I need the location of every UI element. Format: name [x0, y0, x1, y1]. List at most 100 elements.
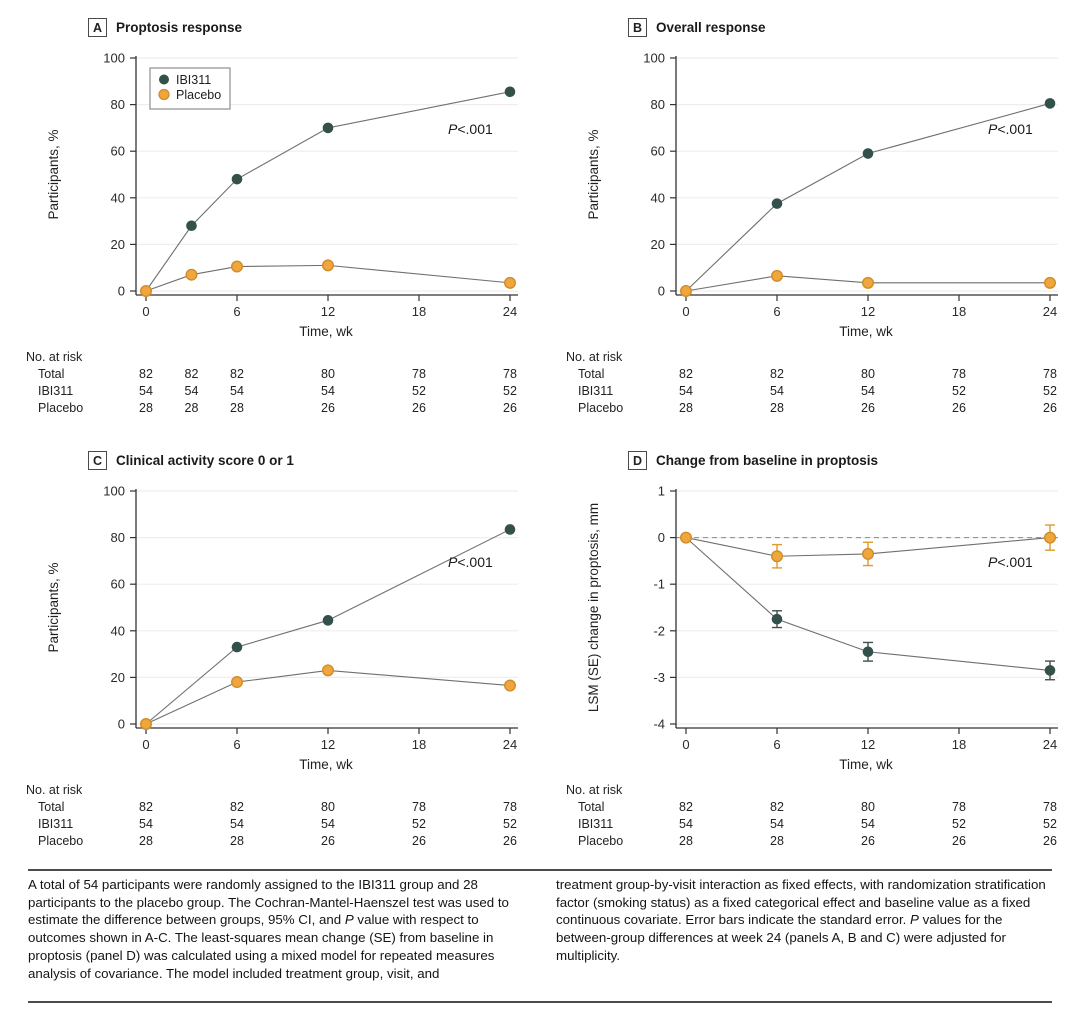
chart-clinical-activity-score: 0 20 40 60 80 100 0 6 12 18 24 Participants, % Time,…	[46, 484, 518, 772]
risk-value: 54	[861, 384, 875, 398]
risk-value: 26	[321, 834, 335, 848]
risk-value: 52	[952, 817, 966, 831]
y-axis-label: LSM (SE) change in proptosis, mm	[586, 503, 601, 712]
y-tick-label: 60	[111, 144, 125, 159]
x-tick-label: 18	[412, 304, 426, 319]
x-axis-label: Time, wk	[839, 757, 893, 772]
panel-c-letter: C	[88, 451, 107, 470]
y-tick-label: 0	[118, 284, 125, 299]
risk-value: 28	[139, 834, 153, 848]
caption-right-text-cont: values for the between-group differences…	[556, 912, 1006, 963]
panel-a-letter: A	[88, 18, 107, 37]
risk-value: 78	[952, 367, 966, 381]
y-tick-label: 1	[658, 484, 665, 499]
y-axis-label: Participants, %	[46, 129, 61, 219]
panel-b-letter: B	[628, 18, 647, 37]
y-tick-label: 0	[118, 717, 125, 732]
risk-table-header: No. at risk	[566, 350, 623, 364]
x-tick-label: 0	[142, 737, 149, 752]
panel-a-title: Proptosis response	[116, 20, 243, 35]
panel-c-clinical-activity-score: C Clinical activity score 0 or 1 0 20 40 60…	[0, 443, 540, 871]
risk-table-header: No. at risk	[566, 783, 623, 797]
y-tick-label: 40	[651, 190, 665, 205]
x-tick-label: 0	[682, 737, 689, 752]
y-tick-label: 20	[651, 237, 665, 252]
risk-value: 54	[184, 384, 199, 398]
series-line-placebo	[145, 669, 511, 725]
risk-value: 52	[412, 384, 426, 398]
caption-left-italic-p: P	[344, 912, 354, 928]
x-axis-label: Time, wk	[299, 324, 353, 339]
y-tick-label: 20	[111, 237, 125, 252]
risk-value: 78	[1043, 800, 1057, 814]
series-line-ibi311	[685, 537, 1051, 671]
caption-left-text-cont: value with respect to outcomes shown in …	[28, 912, 495, 981]
x-tick-label: 12	[861, 304, 875, 319]
x-tick-label: 0	[142, 304, 149, 319]
data-point-placebo	[679, 531, 692, 544]
risk-value: 78	[412, 367, 426, 381]
risk-value: 26	[861, 401, 875, 415]
risk-table-c: No. at risk Total 82 82 80 78 78 IBI311 54 54 54 52…	[0, 783, 540, 869]
risk-value: 26	[952, 401, 966, 415]
risk-row-label: Total	[38, 367, 65, 381]
risk-value: 54	[321, 817, 335, 831]
risk-value: 52	[1043, 817, 1057, 831]
risk-row-label: Placebo	[578, 834, 624, 848]
risk-value: 26	[503, 834, 517, 848]
risk-row-label: IBI311	[38, 817, 74, 831]
risk-row-label: Placebo	[38, 834, 84, 848]
risk-value: 54	[770, 384, 784, 398]
caption-left-column: A total of 54 participants were randomly…	[28, 876, 522, 982]
risk-value: 80	[861, 800, 875, 814]
data-point-ibi311	[771, 198, 783, 209]
risk-value: 52	[1043, 384, 1057, 398]
panel-c-title: Clinical activity score 0 or 1	[116, 453, 294, 468]
panel-a-header: A Proptosis response	[88, 18, 242, 37]
caption-right-italic-p: P	[910, 912, 919, 928]
data-point-placebo	[504, 679, 517, 692]
x-tick-label: 12	[321, 737, 335, 752]
series-line-placebo	[685, 537, 1051, 557]
risk-value: 80	[321, 367, 335, 381]
risk-value: 80	[321, 800, 335, 814]
legend-label-placebo: Placebo	[176, 88, 221, 102]
panel-d-letter: D	[628, 451, 647, 470]
data-point-ibi311	[231, 641, 243, 653]
x-axis-label: Time, wk	[839, 324, 893, 339]
x-tick-label: 12	[861, 737, 875, 752]
y-tick-label: 0	[658, 284, 665, 299]
risk-value: 80	[861, 367, 875, 381]
x-tick-label: 24	[503, 737, 517, 752]
y-tick-label: -1	[653, 577, 665, 592]
risk-value: 54	[230, 817, 244, 831]
chart-change-in-proptosis: 1 0 -1 -2 -3 -4 0 6 12 18 24 LSM (SE) change in pro…	[586, 484, 1058, 772]
risk-table-header: No. at risk	[26, 350, 83, 364]
risk-value: 28	[679, 401, 693, 415]
panel-b-title: Overall response	[656, 20, 766, 35]
legend-label-ibi311: IBI311	[176, 73, 211, 87]
risk-value: 54	[139, 817, 153, 831]
risk-value: 26	[952, 834, 966, 848]
data-point-placebo	[1044, 531, 1057, 544]
series-line-placebo	[685, 275, 1050, 292]
risk-row-label: IBI311	[578, 817, 614, 831]
data-point-placebo	[1044, 276, 1057, 289]
caption-right-text: treatment group-by-visit interaction as …	[556, 877, 1046, 928]
risk-value: 26	[321, 401, 335, 415]
risk-row-label: Total	[578, 367, 605, 381]
risk-value: 54	[321, 384, 335, 398]
p-value-annotation: P<.001	[448, 121, 493, 137]
y-tick-label: -4	[653, 717, 665, 732]
y-axis-label: Participants, %	[586, 129, 601, 219]
y-tick-label: 100	[103, 51, 125, 66]
risk-row-label: Total	[38, 800, 65, 814]
risk-value: 52	[503, 384, 517, 398]
panel-d-change-in-proptosis: D Change from baseline in proptosis 1 0 -1…	[540, 443, 1080, 871]
x-tick-label: 18	[952, 737, 966, 752]
x-tick-label: 6	[233, 737, 240, 752]
data-point-ibi311	[322, 615, 334, 626]
x-tick-label: 24	[1043, 737, 1057, 752]
x-tick-label: 24	[1043, 304, 1057, 319]
risk-table-b: No. at risk Total 82 82 80 78 78 IBI311 54 54 54 52…	[540, 350, 1080, 436]
